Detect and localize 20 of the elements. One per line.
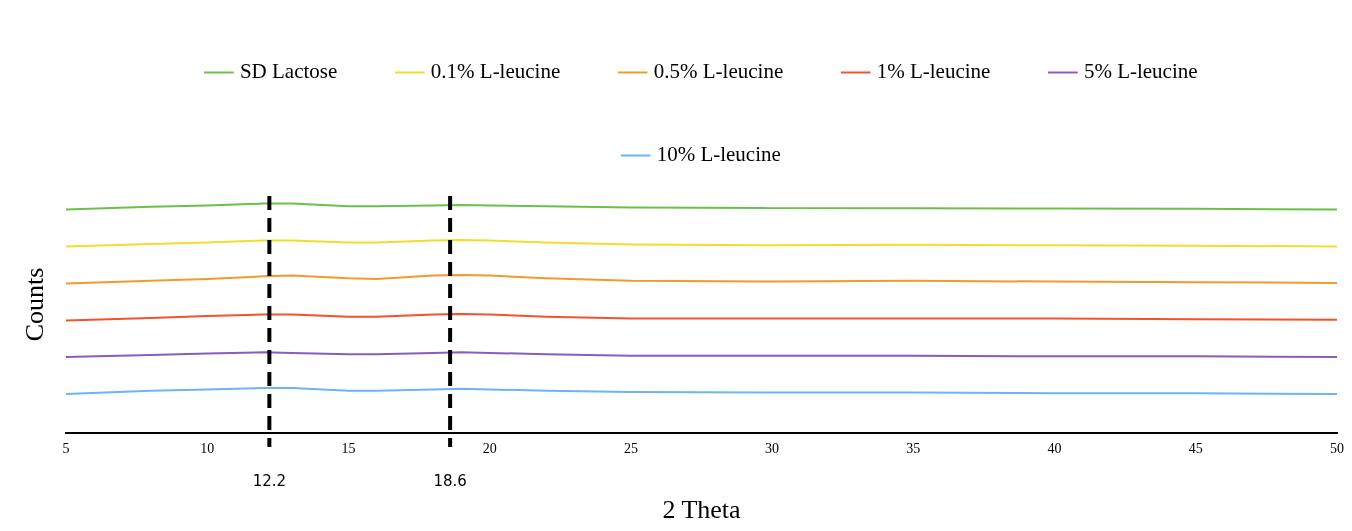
- legend-label: 10% L-leucine: [656, 142, 781, 167]
- legend-label: 5% L-leucine: [1083, 59, 1198, 84]
- x-tick-label: 40: [1047, 441, 1062, 457]
- x-tick-label: 30: [765, 441, 780, 457]
- x-tick-label: 35: [906, 441, 921, 457]
- x-tick-label: 10: [200, 441, 215, 457]
- x-axis-title: 2 Theta: [662, 495, 742, 525]
- legend-label: 0.1% L-leucine: [430, 59, 561, 84]
- x-tick-label: 15: [341, 441, 356, 457]
- x-tick-label: 5: [62, 441, 70, 457]
- x-tick-label: 50: [1330, 441, 1344, 457]
- ref-line-label: 12.2: [252, 472, 287, 491]
- x-tick-label: 45: [1188, 441, 1203, 457]
- legend-label: 0.5% L-leucine: [653, 59, 784, 84]
- legend-label: SD Lactose: [239, 59, 338, 84]
- ref-line-label: 18.6: [433, 472, 467, 491]
- x-tick-label: 25: [623, 441, 638, 457]
- x-tick-label: 20: [482, 441, 497, 457]
- y-axis-title: Counts: [19, 267, 49, 342]
- legend-label: 1% L-leucine: [876, 59, 991, 84]
